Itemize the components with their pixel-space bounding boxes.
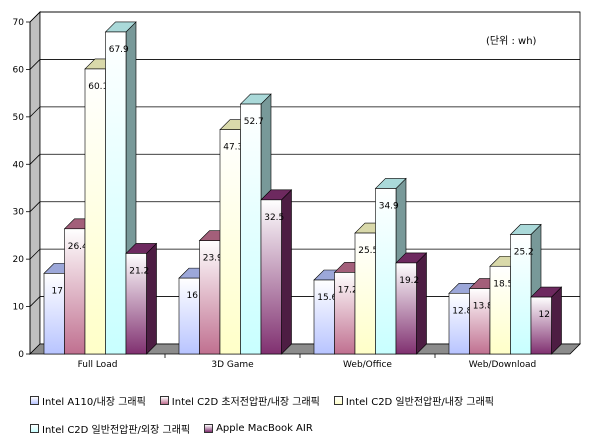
- gridline-side: [29, 106, 41, 118]
- bar-front: [375, 188, 397, 355]
- gridline-side: [29, 296, 41, 307]
- legend-label: Apple MacBook AIR: [216, 422, 313, 434]
- bar-front: [313, 279, 335, 355]
- legend-swatch: [30, 423, 39, 433]
- data-label: 19.2: [399, 276, 419, 286]
- bar-front: [125, 253, 147, 355]
- bar-front: [530, 296, 552, 355]
- gridline-side: [29, 248, 41, 260]
- data-label: 17: [52, 286, 63, 296]
- legend-swatch: [30, 395, 39, 405]
- side-wall: [29, 11, 41, 355]
- bar-side: [416, 252, 427, 355]
- x-tick-label: 3D Game: [211, 360, 254, 370]
- gridline-side: [29, 154, 41, 165]
- y-tick-label: 0: [18, 350, 24, 360]
- data-label: 25.2: [514, 247, 534, 257]
- y-tick-label: 30: [13, 208, 25, 218]
- legend-row-1: Intel A110/내장 그래픽 Intel C2D 초저전압판/내장 그래픽…: [30, 386, 590, 414]
- legend: Intel A110/내장 그래픽 Intel C2D 초저전압판/내장 그래픽…: [30, 386, 590, 442]
- bar-front: [240, 103, 262, 355]
- y-tick-label: 40: [13, 160, 25, 170]
- bars: 17 26.4 60.1 67.9 21.2 16 23.9 47.3 52.7 32.5 15.6…: [43, 21, 563, 355]
- data-label: 60.1: [88, 82, 108, 92]
- x-tick-label: Full Load: [78, 360, 118, 370]
- bar-0-4: 21.2: [125, 242, 158, 355]
- bar-front: [260, 199, 282, 355]
- y-tick-label: 50: [13, 113, 25, 123]
- gridline-side: [29, 11, 41, 23]
- data-label: 15.6: [317, 293, 337, 303]
- x-tick-label: Web/Office: [343, 360, 392, 370]
- y-tick-label: 20: [13, 255, 25, 265]
- data-label: 13.8: [473, 302, 493, 312]
- bar-3-4: 12: [530, 286, 563, 355]
- data-label: 16: [187, 291, 199, 301]
- legend-item-a110: Intel A110/내장 그래픽: [30, 393, 146, 408]
- bar-front: [84, 68, 106, 355]
- bar-front: [448, 292, 470, 355]
- y-tick-label: 70: [13, 18, 25, 28]
- data-label: 26.4: [68, 242, 88, 252]
- y-axis: 0 10 20 30 40 50 60 70: [13, 18, 31, 360]
- legend-swatch: [159, 395, 169, 405]
- bar-1-4: 32.5: [260, 189, 293, 355]
- data-label: 12: [539, 310, 550, 320]
- data-label: 17.2: [338, 285, 358, 295]
- bar-side: [551, 286, 562, 355]
- legend-item-c2d-std-discrete: Intel C2D 일반전압판/외장 그래픽: [30, 421, 190, 436]
- data-label: 67.9: [109, 45, 129, 55]
- bar-front: [178, 277, 200, 355]
- data-label: 25.5: [358, 246, 378, 256]
- data-label: 34.9: [379, 201, 399, 211]
- data-label: 23.9: [203, 254, 223, 264]
- data-label: 32.5: [264, 213, 284, 223]
- y-tick-label: 60: [13, 65, 25, 75]
- legend-item-c2d-ulv: Intel C2D 초저전압판/내장 그래픽: [159, 393, 320, 408]
- legend-item-c2d-std-integrated: Intel C2D 일반전압판/내장 그래픽: [333, 393, 494, 408]
- legend-label: Intel C2D 일반전압판/내장 그래픽: [345, 396, 494, 408]
- bar-2-4: 19.2: [395, 252, 428, 355]
- legend-label: Intel C2D 초저전압판/내장 그래픽: [171, 396, 320, 408]
- legend-label: Intel C2D 일반전압판/외장 그래픽: [42, 424, 191, 436]
- data-label: 21.2: [129, 266, 149, 276]
- bar-side: [146, 242, 157, 355]
- legend-item-macbook-air: Apple MacBook AIR: [204, 423, 313, 434]
- data-label: 18.5: [493, 279, 513, 289]
- legend-row-2: Intel C2D 일반전압판/외장 그래픽 Apple MacBook AIR: [30, 414, 590, 442]
- bar-front: [219, 129, 241, 355]
- gridline-side: [29, 201, 41, 212]
- bar-front: [395, 262, 417, 355]
- data-label: 12.8: [452, 306, 472, 316]
- gridline-side: [29, 59, 41, 70]
- bar-front: [469, 288, 491, 355]
- y-tick-label: 10: [13, 303, 25, 313]
- data-label: 47.3: [223, 143, 243, 153]
- unit-note: (단위 : wh): [486, 34, 537, 47]
- legend-label: Intel A110/내장 그래픽: [42, 396, 146, 408]
- data-label: 52.7: [244, 117, 264, 127]
- legend-swatch: [204, 423, 214, 433]
- bar-front: [105, 31, 127, 355]
- bar-front: [510, 234, 532, 355]
- x-tick-label: Web/Download: [469, 360, 536, 370]
- legend-swatch: [333, 395, 343, 405]
- x-axis: Full Load 3D Game Web/Office Web/Download: [78, 354, 536, 370]
